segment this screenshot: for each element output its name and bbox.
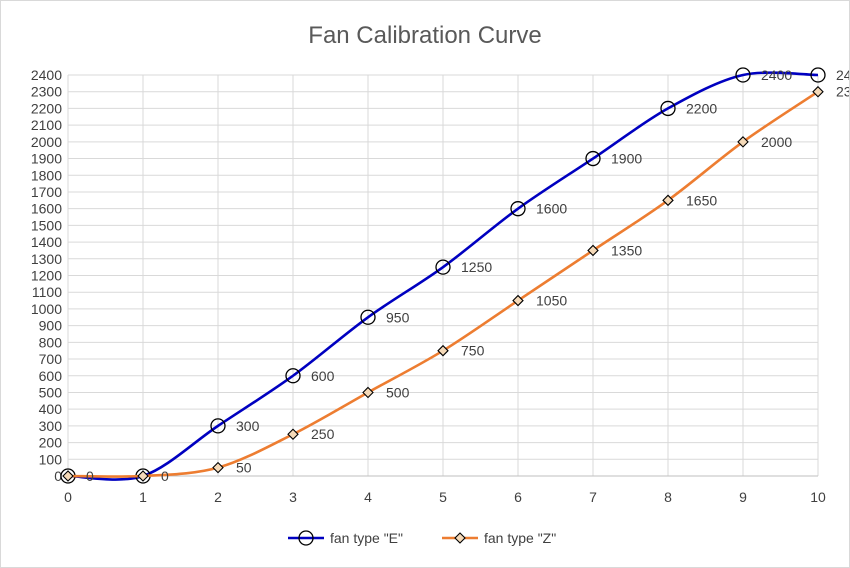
- x-tick-label: 9: [739, 489, 747, 505]
- data-label-2: 50: [236, 460, 252, 476]
- y-tick-label: 2300: [31, 84, 62, 100]
- y-tick-label: 2100: [31, 117, 62, 133]
- y-tick-label: 200: [39, 435, 63, 451]
- data-point-1: [285, 368, 301, 384]
- data-label-2: 2000: [761, 134, 792, 150]
- data-label-2: 500: [386, 384, 410, 400]
- y-tick-label: 600: [39, 368, 63, 384]
- y-tick-label: 700: [39, 351, 63, 367]
- y-tick-label: 2400: [31, 67, 62, 83]
- data-label-2: 250: [311, 426, 335, 442]
- series-layer: [60, 67, 826, 484]
- y-tick-label: 1000: [31, 301, 62, 317]
- y-tick-labels: 0100200300400500600700800900100011001200…: [31, 67, 62, 484]
- data-label-1: 300: [236, 418, 260, 434]
- y-tick-label: 500: [39, 384, 63, 400]
- data-label-2: 1350: [611, 242, 642, 258]
- y-tick-label: 1800: [31, 167, 62, 183]
- legend-swatch-marker: [454, 532, 466, 544]
- y-tick-label: 2200: [31, 100, 62, 116]
- y-tick-label: 2000: [31, 134, 62, 150]
- x-tick-label: 8: [664, 489, 672, 505]
- data-point-2: [137, 470, 149, 482]
- x-tick-label: 6: [514, 489, 522, 505]
- x-tick-label: 4: [364, 489, 372, 505]
- data-label-2: 2300: [836, 84, 849, 100]
- data-point-2: [587, 244, 599, 257]
- y-tick-label: 1300: [31, 251, 62, 267]
- data-label-1: 2400: [836, 67, 849, 83]
- data-label-1: 1900: [611, 151, 642, 167]
- data-labels: 0 0 300 600 950 1250 1600 1900 2200 2400 2400 50 250…: [86, 67, 849, 484]
- legend-label: fan type "Z": [484, 530, 556, 546]
- series-2: [62, 85, 824, 482]
- data-label-1: 1600: [536, 201, 567, 217]
- axes: [67, 75, 818, 477]
- legend-label: fan type "E": [330, 530, 403, 546]
- data-point-2: [212, 461, 224, 474]
- y-tick-label: 300: [39, 418, 63, 434]
- y-tick-label: 0: [54, 468, 62, 484]
- y-tick-label: 100: [39, 451, 63, 467]
- data-point-2: [287, 428, 299, 441]
- data-point-2: [512, 294, 524, 307]
- y-tick-label: 900: [39, 318, 63, 334]
- y-tick-label: 1700: [31, 184, 62, 200]
- data-point-2: [737, 136, 749, 148]
- chart-title: Fan Calibration Curve: [308, 22, 541, 49]
- data-label-1: 0: [86, 468, 94, 484]
- data-label-1: 600: [311, 368, 335, 384]
- y-tick-label: 1400: [31, 234, 62, 250]
- x-tick-label: 3: [289, 489, 297, 505]
- y-tick-label: 400: [39, 401, 63, 417]
- data-point-2: [62, 470, 74, 482]
- y-tick-label: 1600: [31, 201, 62, 217]
- data-point-1: [660, 100, 676, 117]
- data-label-2: 1050: [536, 293, 567, 309]
- y-tick-label: 1900: [31, 151, 62, 167]
- x-tick-label: 0: [64, 489, 72, 505]
- data-label-1: 2200: [686, 100, 717, 116]
- data-point-1: [585, 150, 601, 167]
- y-tick-label: 800: [39, 334, 63, 350]
- data-point-1: [510, 201, 526, 217]
- data-point-1: [435, 259, 451, 275]
- data-label-2: 1650: [686, 192, 717, 208]
- data-label-1: 1250: [461, 259, 492, 275]
- data-point-1: [210, 418, 226, 434]
- y-tick-label: 1100: [32, 284, 62, 300]
- legend-item-1: fan type "E": [288, 530, 403, 546]
- x-tick-label: 10: [810, 489, 826, 505]
- legend-item-2: fan type "Z": [442, 530, 556, 546]
- y-tick-label: 1200: [31, 268, 62, 284]
- data-point-2: [812, 85, 824, 98]
- data-label-2: 750: [461, 343, 485, 359]
- x-tick-labels: 0 1 2 3 4 5 6 7 8 9 10: [64, 489, 826, 505]
- gridlines: [68, 74, 819, 476]
- x-tick-label: 5: [439, 489, 447, 505]
- data-point-1: [360, 309, 376, 325]
- legend: fan type "E" fan type "Z": [288, 530, 556, 546]
- data-point-2: [437, 344, 449, 357]
- data-point-1: [735, 67, 751, 83]
- data-label-1: 2400: [761, 67, 792, 83]
- x-tick-label: 7: [589, 489, 597, 505]
- x-tick-label: 2: [214, 489, 222, 505]
- series-line-1: [67, 71, 819, 481]
- data-label-1: 0: [161, 468, 169, 484]
- data-point-2: [362, 386, 374, 399]
- data-label-1: 950: [386, 309, 410, 325]
- legend-swatch-marker: [298, 530, 314, 546]
- data-point-2: [662, 194, 674, 207]
- y-tick-label: 1500: [31, 217, 62, 233]
- data-point-1: [810, 67, 826, 83]
- x-tick-label: 1: [139, 489, 147, 505]
